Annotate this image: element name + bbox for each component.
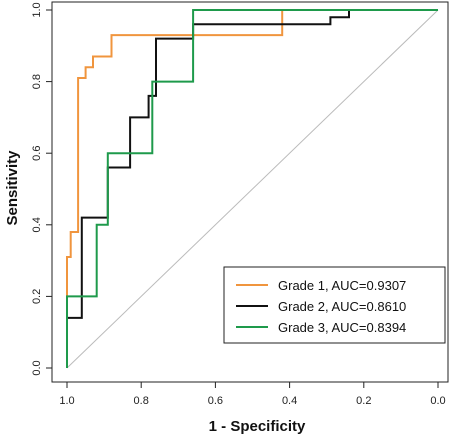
y-tick-label: 0.2 — [31, 289, 43, 304]
reference-diagonal — [66, 9, 439, 369]
roc-curve-grade-1 — [66, 9, 438, 368]
x-tick-label: 1.0 — [59, 395, 74, 407]
y-tick-label: 0.4 — [31, 217, 43, 232]
y-axis: 0.0 0.2 0.4 0.6 0.8 1.0 — [31, 2, 53, 376]
y-tick-label: 0.8 — [31, 74, 43, 89]
legend-label-grade-3: Grade 3, AUC=0.8394 — [278, 320, 406, 335]
x-tick-label: 0.0 — [430, 395, 445, 407]
y-axis-title: Sensitivity — [4, 150, 21, 226]
y-tick-label: 0.0 — [31, 360, 43, 375]
y-tick-label: 1.0 — [31, 2, 43, 17]
legend-label-grade-1: Grade 1, AUC=0.9307 — [278, 278, 406, 293]
legend: Grade 1, AUC=0.9307 Grade 2, AUC=0.8610 … — [223, 266, 446, 344]
x-axis-title: 1 - Specificity — [209, 418, 306, 435]
x-tick-label: 0.4 — [282, 395, 297, 407]
roc-curve-grade-3 — [66, 9, 438, 368]
roc-curve-grade-2 — [66, 9, 438, 368]
legend-label-grade-2: Grade 2, AUC=0.8610 — [278, 299, 406, 314]
x-tick-label: 0.6 — [208, 395, 223, 407]
y-tick-label: 0.6 — [31, 146, 43, 161]
x-tick-label: 0.2 — [356, 395, 371, 407]
series-layer — [66, 9, 438, 368]
x-tick-label: 0.8 — [134, 395, 149, 407]
reference-layer — [66, 9, 439, 369]
x-axis: 1.0 0.8 0.6 0.4 0.2 0.0 — [59, 381, 446, 407]
